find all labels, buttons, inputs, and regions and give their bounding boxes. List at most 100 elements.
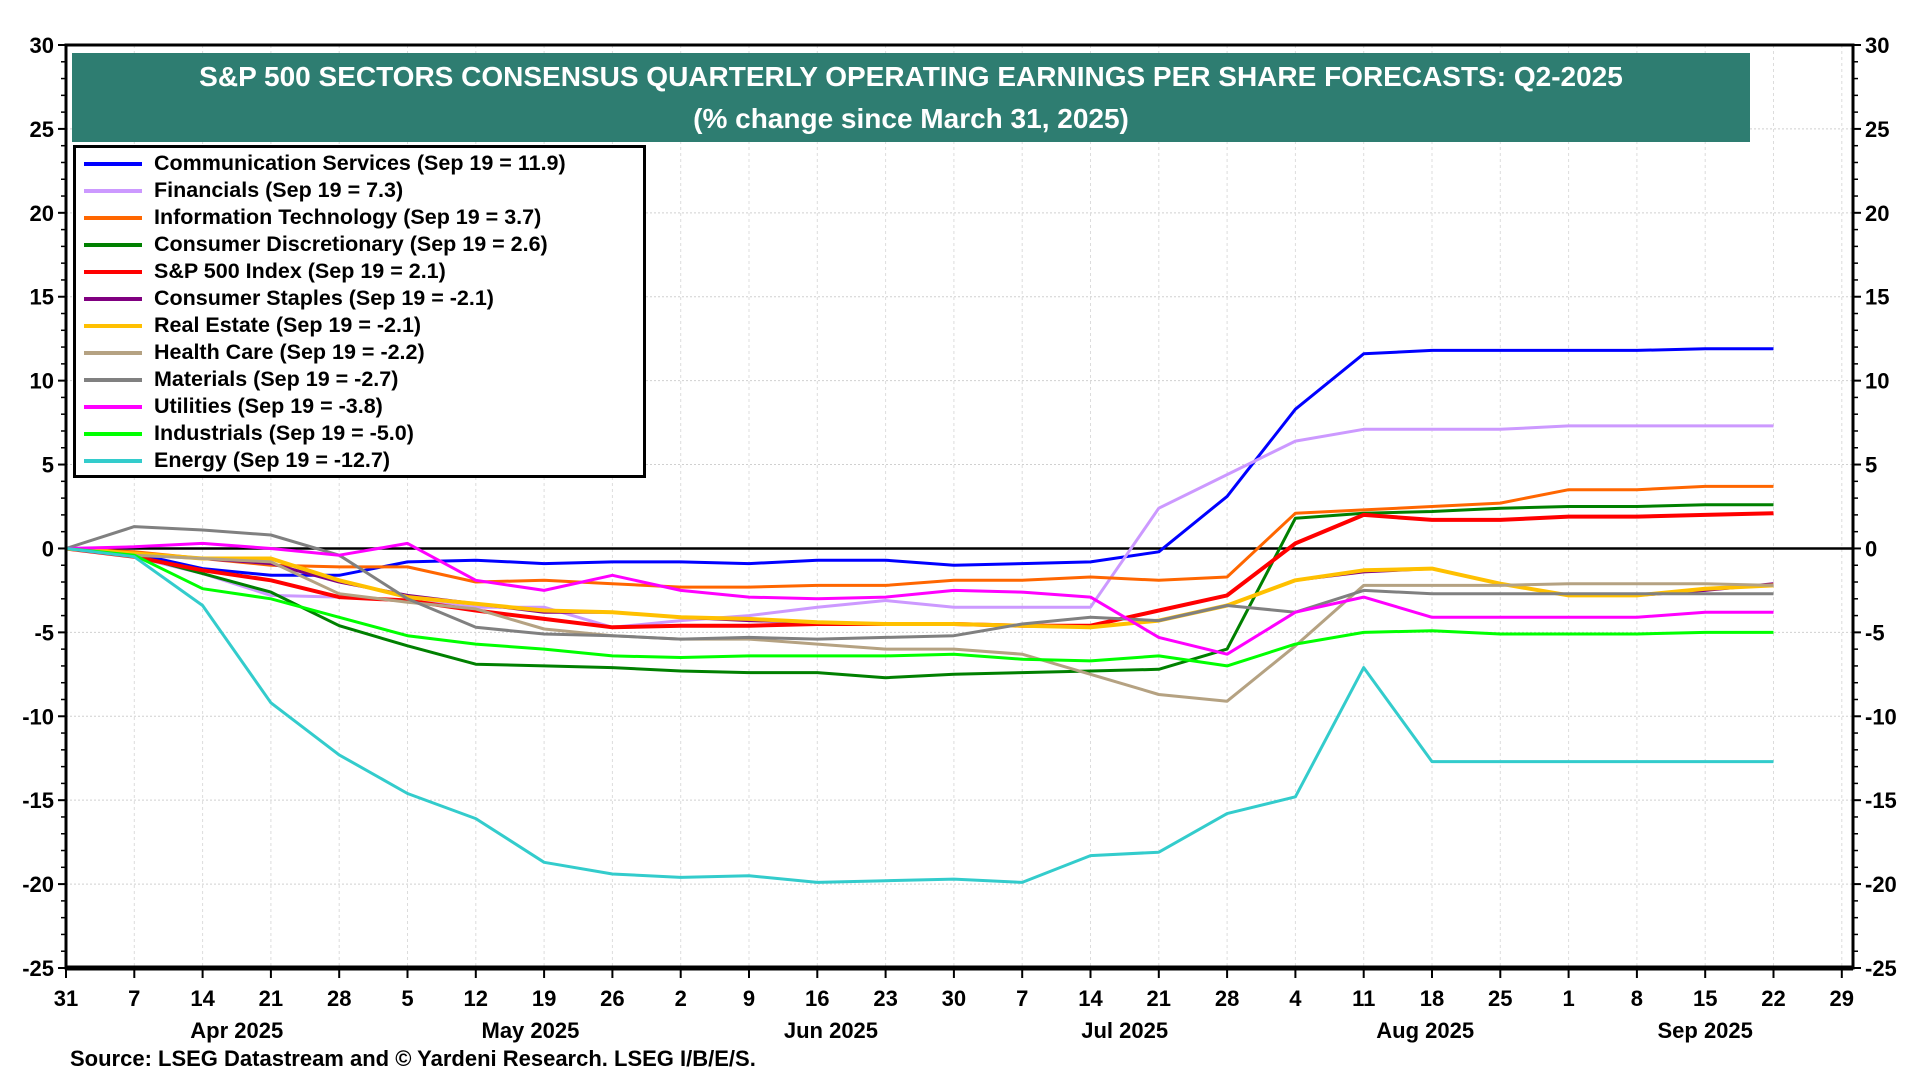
legend-swatch [84,269,142,274]
month-label: Aug 2025 [1376,1018,1474,1043]
x-tick-label: 21 [1147,986,1171,1011]
y-tick-label-left: -5 [34,620,54,645]
y-axis-right: 30 25 20 15 10 5 0 -5 -10 -15 -20 -25 [1853,33,1897,981]
x-tick-label: 18 [1420,986,1444,1011]
x-tick-label: 11 [1352,986,1375,1011]
series-line-s-p-500-index [65,511,1774,630]
x-tick-label: 14 [190,986,215,1011]
legend-swatch [84,350,142,355]
legend-item: S&P 500 Index (Sep 19 = 2.1) [76,258,643,285]
legend-swatch [84,242,142,247]
series-line-real-estate [65,546,1774,630]
y-tick-label-right: 20 [1865,201,1889,226]
y-tick-label-left: 15 [30,285,54,310]
legend-label: Financials (Sep 19 = 7.3) [154,178,404,202]
series-line-industrials [65,547,1774,668]
series-line-communication-services [65,347,1774,577]
x-tick-label: 1 [1562,986,1574,1011]
month-label: Jun 2025 [784,1018,878,1043]
x-tick-label: 7 [128,986,140,1011]
x-tick-label: 14 [1078,986,1103,1011]
month-label: May 2025 [482,1018,580,1043]
y-tick-label-left: 30 [30,33,54,58]
legend-label: S&P 500 Index (Sep 19 = 2.1) [154,259,446,283]
series-line-energy [65,547,1774,884]
x-tick-label: 7 [1016,986,1028,1011]
x-tick-label: 28 [327,986,351,1011]
legend-item: Materials (Sep 19 = -2.7) [76,366,643,393]
legend-item: Utilities (Sep 19 = -3.8) [76,393,643,420]
y-tick-label-right: -5 [1865,620,1885,645]
legend-swatch [84,188,142,193]
legend-label: Energy (Sep 19 = -12.7) [154,448,391,472]
series-line-utilities [65,541,1774,656]
series-line-information-technology [65,484,1774,589]
source-note: Source: LSEG Datastream and © Yardeni Re… [70,1046,756,1071]
x-axis: 31 7 14 21 28 5 12 19 26 2 9 16 23 30 7 14 21 28 4 11 18 25 1 8… [54,968,1854,1011]
x-tick-label: 28 [1215,986,1239,1011]
y-tick-label-right: -20 [1865,872,1897,897]
y-axis-left: 30 25 20 15 10 5 0 -5 -10 -15 -20 -25 [22,33,66,981]
month-label: Sep 2025 [1657,1018,1752,1043]
y-tick-label-left: -20 [22,872,54,897]
y-tick-label-right: 5 [1865,453,1877,478]
month-labels: Apr 2025 May 2025 Jun 2025 Jul 2025 Aug 2025… [190,1018,1753,1043]
legend-label: Communication Services (Sep 19 = 11.9) [154,151,566,175]
series-line-health-care [65,547,1774,703]
legend-swatch [84,431,142,436]
x-tick-label: 4 [1289,986,1302,1011]
x-tick-label: 15 [1693,986,1717,1011]
chart-title: S&P 500 SECTORS CONSENSUS QUARTERLY OPER… [199,61,1623,92]
x-tick-label: 19 [532,986,556,1011]
legend-swatch [84,458,142,463]
legend-label: Consumer Discretionary (Sep 19 = 2.6) [154,232,548,256]
legend-label: Materials (Sep 19 = -2.7) [154,367,399,391]
month-label: Jul 2025 [1081,1018,1168,1043]
legend-item: Financials (Sep 19 = 7.3) [76,177,643,204]
legend-swatch [84,377,142,382]
x-tick-label: 30 [942,986,966,1011]
chart-title-box: S&P 500 SECTORS CONSENSUS QUARTERLY OPER… [72,53,1750,142]
x-tick-label: 21 [259,986,283,1011]
legend-swatch [84,161,142,166]
y-tick-label-left: -15 [22,788,54,813]
legend-label: Real Estate (Sep 19 = -2.1) [154,313,422,337]
plot-frame [64,43,1855,971]
legend-label: Industrials (Sep 19 = -5.0) [154,421,414,445]
x-tick-label: 2 [675,986,687,1011]
x-tick-label: 5 [401,986,413,1011]
y-tick-label-right: 15 [1865,285,1889,310]
x-tick-label: 16 [805,986,829,1011]
legend-swatch [84,215,142,220]
legend-swatch [84,296,142,301]
x-tick-label: 9 [743,986,755,1011]
x-tick-label: 31 [54,986,78,1011]
legend-item: Industrials (Sep 19 = -5.0) [76,420,643,447]
x-tick-label: 8 [1631,986,1643,1011]
x-tick-label: 25 [1488,986,1512,1011]
y-tick-label-right: 25 [1865,117,1889,142]
chart-subtitle: (% change since March 31, 2025) [693,103,1129,134]
legend-item: Communication Services (Sep 19 = 11.9) [76,150,643,177]
legend-item: Information Technology (Sep 19 = 3.7) [76,204,643,231]
series-lines [65,347,1774,884]
month-label: Apr 2025 [190,1018,283,1043]
legend-label: Consumer Staples (Sep 19 = -2.1) [154,286,494,310]
y-tick-label-left: 0 [42,536,54,561]
x-tick-label: 12 [464,986,488,1011]
x-tick-label: 22 [1761,986,1785,1011]
y-tick-label-right: -10 [1865,704,1897,729]
legend-item: Consumer Discretionary (Sep 19 = 2.6) [76,231,643,258]
x-tick-label: 23 [873,986,897,1011]
y-tick-label-right: 0 [1865,536,1877,561]
y-tick-label-right: 30 [1865,33,1889,58]
y-tick-label-left: 5 [42,453,54,478]
legend-swatch [84,323,142,328]
series-line-consumer-discretionary [65,503,1774,680]
y-tick-label-left: 20 [30,201,54,226]
x-tick-label: 29 [1830,986,1854,1011]
y-tick-label-left: 25 [30,117,54,142]
y-tick-label-left: -10 [22,704,54,729]
y-tick-label-left: 10 [30,369,54,394]
